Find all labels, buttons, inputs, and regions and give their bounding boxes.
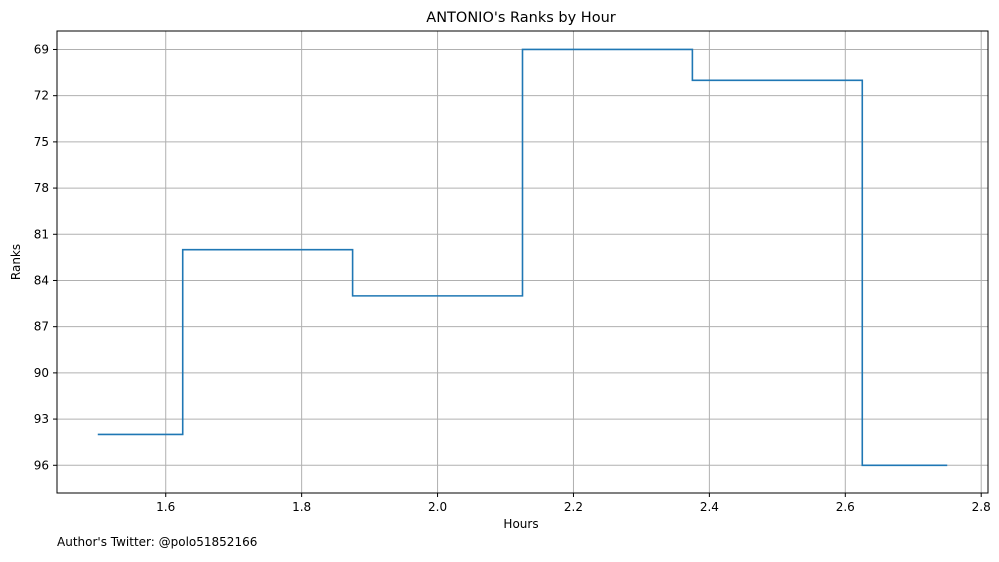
y-tick-label: 87 xyxy=(34,320,49,334)
x-tick-label: 1.8 xyxy=(292,500,311,514)
y-tick-label: 81 xyxy=(34,227,49,241)
y-tick-label: 69 xyxy=(34,42,49,56)
plot-frame xyxy=(56,30,989,494)
x-tick-label: 2.2 xyxy=(564,500,583,514)
chart-title: ANTONIO's Ranks by Hour xyxy=(426,10,615,26)
y-axis-title: Ranks xyxy=(9,244,23,280)
x-tick-label: 2.8 xyxy=(972,500,991,514)
y-tick-label: 93 xyxy=(34,412,49,426)
y-tick-label: 75 xyxy=(34,135,49,149)
y-tick-label: 72 xyxy=(34,89,49,103)
y-tick-label: 78 xyxy=(34,181,49,195)
x-axis-title: Hours xyxy=(503,517,538,531)
x-tick-label: 2.6 xyxy=(836,500,855,514)
x-axis-ticks: 1.6 1.8 2.0 2.2 2.4 2.6 2.8 xyxy=(156,493,991,514)
series-layer xyxy=(97,48,948,467)
footer-note: Author's Twitter: @polo51852166 xyxy=(57,535,258,549)
x-tick-label: 2.0 xyxy=(428,500,447,514)
x-tick-label: 1.6 xyxy=(156,500,175,514)
series-line xyxy=(97,48,948,467)
y-tick-label: 96 xyxy=(34,458,49,472)
y-tick-label: 90 xyxy=(34,366,49,380)
y-axis-ticks: 69 72 75 78 81 84 87 90 93 96 xyxy=(34,42,57,472)
y-tick-label: 84 xyxy=(34,273,49,287)
x-tick-label: 2.4 xyxy=(700,500,719,514)
